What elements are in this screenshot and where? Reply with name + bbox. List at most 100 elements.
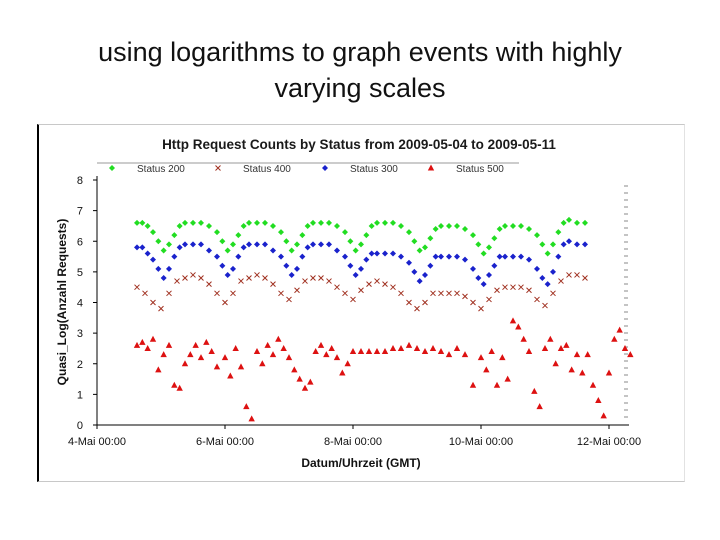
data-point [368, 222, 375, 229]
data-point [174, 278, 180, 284]
y-tick-label: 5 [77, 267, 83, 279]
data-point [139, 244, 146, 251]
data-point [454, 253, 460, 260]
data-point [278, 253, 284, 260]
data-point [134, 284, 140, 291]
data-point [518, 222, 524, 229]
data-point [534, 232, 540, 239]
data-point [158, 305, 164, 312]
data-point [453, 344, 461, 351]
data-point [144, 344, 151, 351]
data-point [475, 241, 482, 248]
legend-marker [215, 165, 221, 171]
data-point [339, 369, 346, 376]
data-point [573, 351, 581, 358]
data-point [171, 253, 178, 260]
data-point [544, 250, 551, 257]
data-point [264, 341, 271, 348]
data-point [243, 403, 250, 410]
data-point [558, 278, 564, 284]
data-point [230, 241, 236, 248]
data-point [253, 348, 261, 354]
data-point [358, 287, 364, 294]
data-point [232, 344, 239, 351]
data-point [326, 278, 332, 284]
data-point [160, 247, 167, 254]
data-point [550, 268, 556, 275]
data-point [398, 222, 404, 229]
data-point [294, 287, 300, 294]
data-point [382, 281, 388, 287]
data-point [398, 253, 404, 260]
data-point [165, 341, 173, 348]
data-point [291, 366, 298, 373]
right-edge-ticks [624, 185, 628, 418]
data-point [318, 275, 324, 281]
data-point [182, 219, 188, 226]
data-point [294, 241, 300, 248]
data-point [411, 238, 418, 245]
data-point [227, 372, 234, 379]
data-point [475, 275, 482, 281]
data-point [155, 265, 162, 272]
data-point [397, 344, 405, 351]
data-point [160, 351, 167, 358]
y-tick-label: 1 [77, 389, 83, 401]
data-point [491, 262, 498, 269]
data-point [368, 250, 375, 257]
data-point [366, 281, 372, 287]
data-point [176, 244, 183, 251]
data-point [219, 238, 226, 245]
data-point [134, 244, 140, 251]
data-point [518, 253, 524, 260]
data-point [502, 253, 508, 260]
data-point [222, 299, 228, 306]
data-point [221, 354, 229, 361]
chart-marks [133, 216, 634, 422]
x-tick-label: 12-Mai 00:00 [577, 436, 641, 448]
data-point [275, 335, 282, 342]
data-point [382, 219, 388, 226]
data-point [270, 222, 276, 229]
data-point [430, 290, 436, 297]
data-point [301, 384, 309, 391]
data-point [534, 265, 540, 272]
data-point [224, 247, 231, 254]
data-point [579, 369, 586, 376]
data-point [206, 222, 212, 229]
data-point [488, 348, 495, 354]
data-point [238, 278, 244, 284]
data-point [416, 278, 423, 285]
data-point [374, 278, 380, 284]
data-point [374, 250, 380, 257]
data-point [214, 290, 220, 297]
data-point [352, 271, 359, 278]
data-point [478, 305, 484, 312]
data-point [531, 387, 538, 394]
x-tick-label: 8-Mai 00:00 [324, 436, 382, 448]
data-point [342, 290, 348, 297]
data-point [334, 222, 340, 229]
data-point [357, 348, 365, 354]
x-tick-label: 10-Mai 00:00 [449, 436, 513, 448]
data-point [496, 226, 503, 232]
data-point [555, 253, 562, 260]
data-point [560, 219, 567, 226]
y-tick-label: 4 [77, 298, 83, 310]
data-point [235, 232, 242, 239]
legend-label: Status 300 [350, 164, 398, 175]
data-point [270, 281, 276, 287]
legend-marker [427, 164, 435, 171]
chart-legend: Status 200 Status 400 Status 300 Status 500 [97, 162, 519, 175]
data-point [398, 290, 404, 297]
data-point [454, 222, 460, 229]
data-point [142, 290, 148, 297]
data-point [422, 271, 428, 278]
data-point [470, 299, 476, 306]
data-point [480, 281, 487, 288]
x-tick-label: 4-Mai 00:00 [68, 436, 126, 448]
data-point [197, 354, 205, 361]
data-point [155, 238, 162, 245]
data-point [504, 375, 511, 382]
data-point [526, 287, 532, 294]
